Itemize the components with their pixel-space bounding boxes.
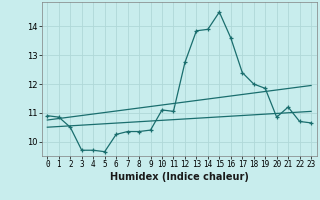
X-axis label: Humidex (Indice chaleur): Humidex (Indice chaleur) — [110, 172, 249, 182]
